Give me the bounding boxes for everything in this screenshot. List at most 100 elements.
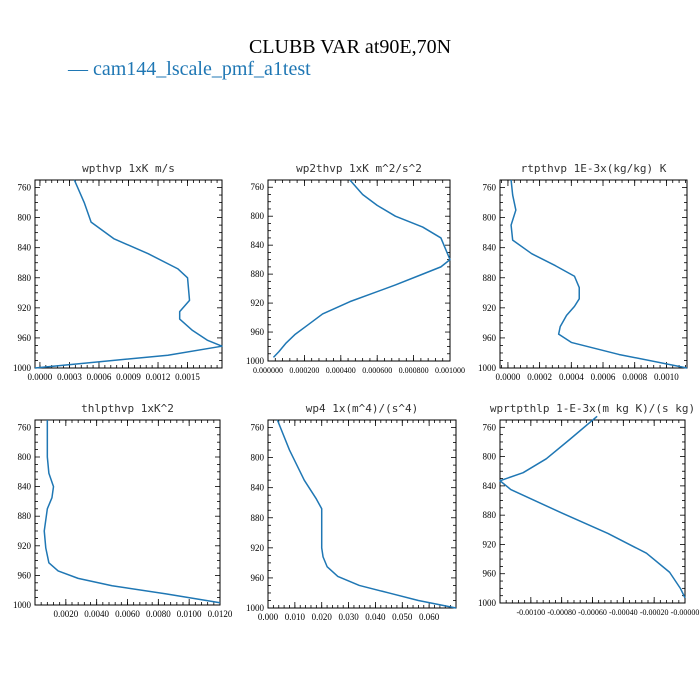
x-tick-label: 0.0002 xyxy=(527,372,552,382)
y-tick-label: 960 xyxy=(483,569,497,579)
plot-title: wpthvp 1xK m/s xyxy=(82,162,175,175)
x-tick-label: 0.000600 xyxy=(362,366,392,375)
series-line xyxy=(34,179,223,369)
plot-frame xyxy=(499,179,688,369)
figure-title: CLUBB VAR at90E,70N xyxy=(248,36,452,58)
x-tick-label: 0.0012 xyxy=(146,372,171,382)
y-tick-label: 920 xyxy=(483,303,497,313)
x-tick-label: 0.0100 xyxy=(177,609,202,619)
x-tick-label: 0.000400 xyxy=(326,366,356,375)
y-tick-label: 880 xyxy=(251,513,265,523)
x-tick-label: -0.00040 xyxy=(609,608,638,617)
x-tick-label: 0.0015 xyxy=(175,372,200,382)
x-tick-label: 0.0008 xyxy=(622,372,647,382)
y-tick-label: 760 xyxy=(483,183,497,193)
y-tick-label: 760 xyxy=(251,423,265,433)
x-tick-label: -0.00080 xyxy=(547,608,576,617)
plot-frame xyxy=(34,179,223,369)
x-tick-label: 0.000 xyxy=(258,612,279,622)
x-tick-label: 0.000000 xyxy=(253,366,283,375)
series-line xyxy=(510,179,688,369)
y-tick-label: 840 xyxy=(483,481,497,491)
x-tick-label: 0.0080 xyxy=(146,609,171,619)
x-tick-label: 0.040 xyxy=(365,612,386,622)
x-tick-label: 0.0006 xyxy=(87,372,112,382)
series-line xyxy=(276,419,457,609)
y-tick-label: 960 xyxy=(251,573,265,583)
x-tick-label: -0.00000 xyxy=(671,608,700,617)
y-tick-label: 1000 xyxy=(478,363,497,373)
y-tick-label: 800 xyxy=(483,213,497,223)
x-tick-label: -0.00060 xyxy=(578,608,607,617)
plot-frame xyxy=(267,179,451,362)
series-line xyxy=(43,420,221,604)
y-tick-label: 800 xyxy=(251,453,265,463)
y-tick-label: 880 xyxy=(18,273,32,283)
y-tick-label: 760 xyxy=(251,182,265,192)
plot-frame xyxy=(34,419,221,606)
plot-frame xyxy=(267,419,457,609)
x-tick-label: 0.0020 xyxy=(53,609,78,619)
x-tick-label: 0.0000 xyxy=(28,372,53,382)
y-tick-label: 800 xyxy=(251,211,265,221)
y-tick-label: 960 xyxy=(18,570,32,580)
y-tick-label: 840 xyxy=(251,240,265,250)
y-tick-label: 880 xyxy=(483,510,497,520)
y-tick-label: 800 xyxy=(18,213,32,223)
x-tick-label: 0.001000 xyxy=(435,366,465,375)
plot-title: wprtpthlp 1-E-3x(m kg K)/(s kg) xyxy=(490,402,695,415)
plot-title: thlpthvp 1xK^2 xyxy=(81,402,174,415)
plot-title: wp4 1x(m^4)/(s^4) xyxy=(306,402,419,415)
x-tick-label: 0.020 xyxy=(312,612,333,622)
y-tick-label: 920 xyxy=(251,298,265,308)
x-tick-label: 0.0120 xyxy=(208,609,233,619)
x-tick-label: -0.00100 xyxy=(516,608,545,617)
x-tick-label: 0.050 xyxy=(392,612,413,622)
y-tick-label: 1000 xyxy=(13,363,32,373)
x-tick-label: 0.0010 xyxy=(654,372,679,382)
x-tick-label: 0.030 xyxy=(338,612,359,622)
y-tick-label: 920 xyxy=(483,539,497,549)
x-tick-label: 0.0004 xyxy=(559,372,584,382)
y-tick-label: 1000 xyxy=(246,603,265,613)
y-tick-label: 960 xyxy=(18,333,32,343)
y-tick-label: 840 xyxy=(18,482,32,492)
x-tick-label: 0.010 xyxy=(285,612,306,622)
series-line xyxy=(272,179,451,358)
plot-frame xyxy=(499,419,686,604)
series-line xyxy=(499,415,686,599)
y-tick-label: 840 xyxy=(18,243,32,253)
x-tick-label: 0.0060 xyxy=(115,609,140,619)
y-tick-label: 800 xyxy=(18,452,32,462)
y-tick-label: 880 xyxy=(251,269,265,279)
x-tick-label: 0.0009 xyxy=(116,372,141,382)
y-tick-label: 760 xyxy=(18,183,32,193)
legend-entry: — cam144_lscale_pmf_a1test xyxy=(68,58,311,80)
y-tick-label: 840 xyxy=(251,483,265,493)
y-tick-label: 1000 xyxy=(478,598,497,608)
x-tick-label: 0.060 xyxy=(419,612,440,622)
x-tick-label: 0.000200 xyxy=(289,366,319,375)
x-tick-label: 0.0000 xyxy=(496,372,521,382)
y-tick-label: 760 xyxy=(18,422,32,432)
y-tick-label: 960 xyxy=(251,327,265,337)
plot-title: wp2thvp 1xK m^2/s^2 xyxy=(296,162,422,175)
y-tick-label: 760 xyxy=(483,422,497,432)
x-tick-label: 0.0003 xyxy=(57,372,82,382)
y-tick-label: 880 xyxy=(483,273,497,283)
y-tick-label: 920 xyxy=(18,303,32,313)
x-tick-label: -0.00020 xyxy=(640,608,669,617)
y-tick-label: 920 xyxy=(251,543,265,553)
x-tick-label: 0.000800 xyxy=(399,366,429,375)
y-tick-label: 1000 xyxy=(13,600,32,610)
x-tick-label: 0.0040 xyxy=(84,609,109,619)
plot-title: rtpthvp 1E-3x(kg/kg) K xyxy=(521,162,667,175)
y-tick-label: 880 xyxy=(18,511,32,521)
y-tick-label: 1000 xyxy=(246,356,265,366)
y-tick-label: 840 xyxy=(483,243,497,253)
y-tick-label: 960 xyxy=(483,333,497,343)
y-tick-label: 800 xyxy=(483,452,497,462)
y-tick-label: 920 xyxy=(18,541,32,551)
